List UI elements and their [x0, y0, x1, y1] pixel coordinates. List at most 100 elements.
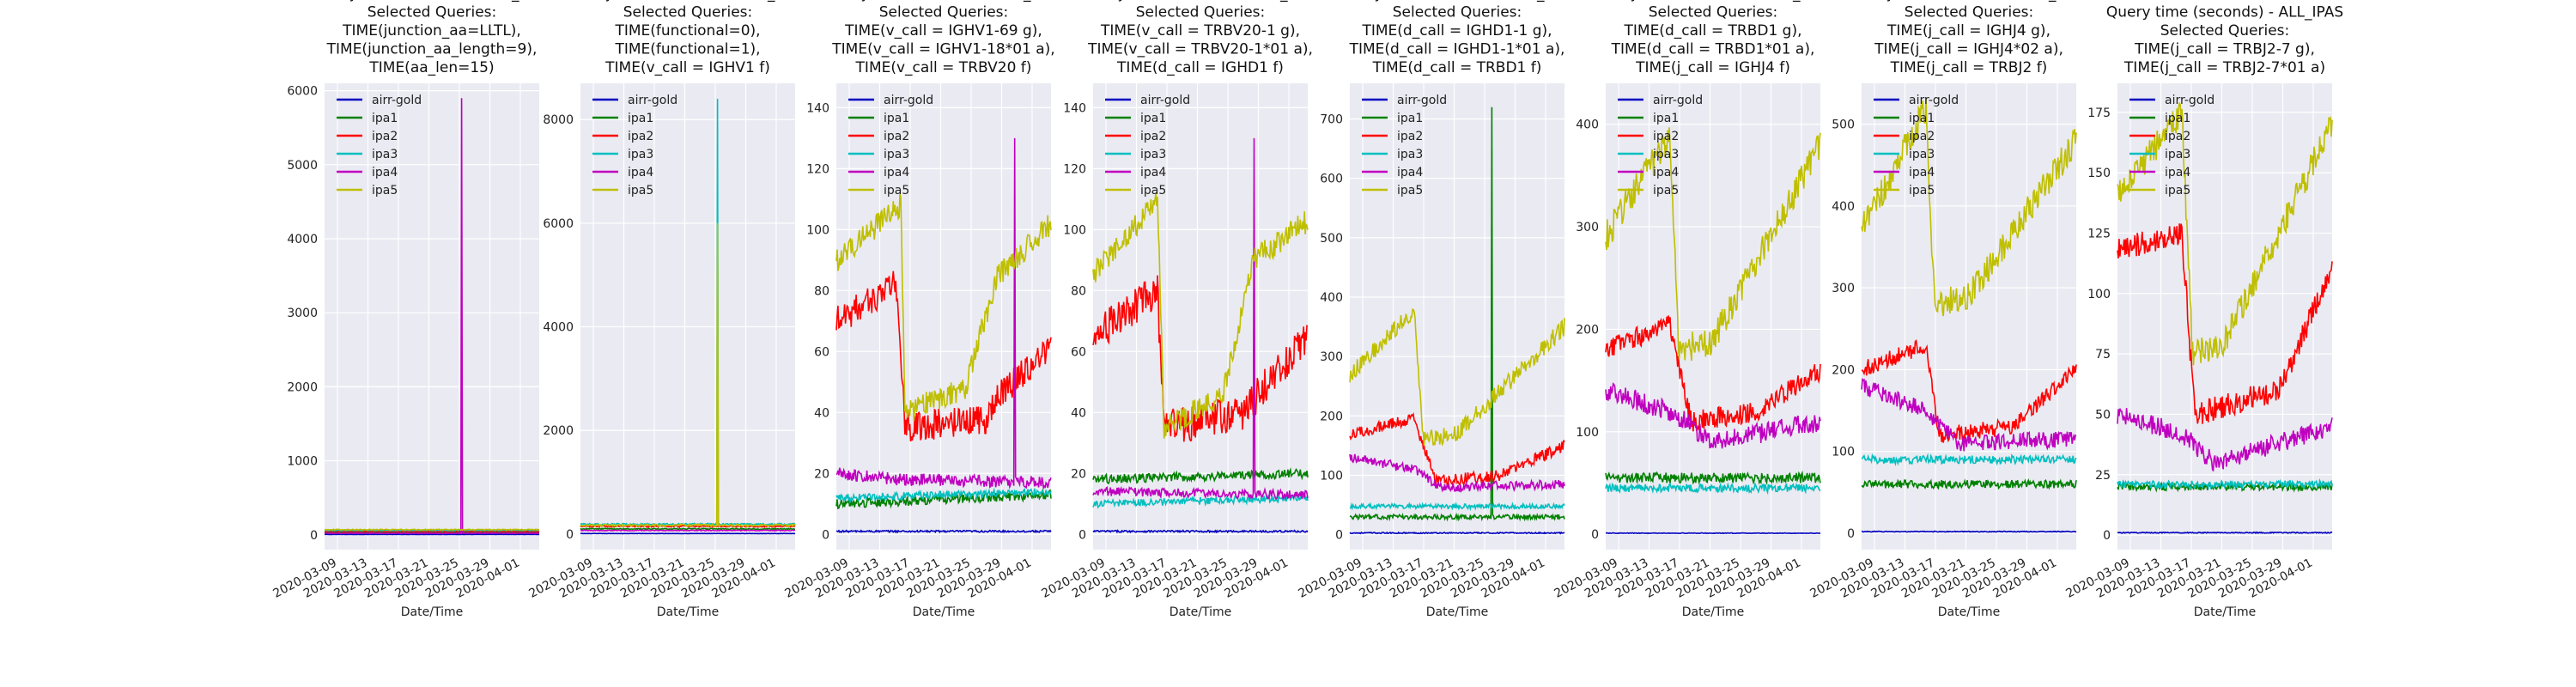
title-line: Selected Queries: [2160, 22, 2289, 40]
title-line: Selected Queries: [879, 4, 1008, 21]
chart-title: Query time (seconds) - ALL_IPASSelected … [1595, 0, 1832, 76]
y-tick-label: 0 [1078, 528, 1086, 542]
x-axis-label: Date/Time [401, 605, 463, 619]
title-line: TIME(j_call = TRBJ2 f) [1890, 59, 2048, 76]
series-line-ipa4 [580, 529, 795, 532]
legend: airr-gold ipa1 ipa2 ipa3 ipa4 ipa5 [1105, 94, 1190, 198]
legend-label-airr-gold: airr-gold [2165, 94, 2215, 107]
series-line-ipa2 [1605, 315, 1821, 432]
y-tick-label: 20 [814, 467, 829, 481]
series-line-airr-gold [1349, 531, 1565, 535]
title-line: TIME(j_call = TRBJ2-7 g), [2134, 41, 2315, 58]
legend: airr-gold ipa1 ipa2 ipa3 ipa4 ipa5 [848, 94, 933, 198]
x-axis-label: Date/Time [1426, 605, 1488, 619]
series-line-ipa4 [324, 98, 540, 535]
y-tick-label: 300 [1576, 221, 1599, 234]
legend-label-ipa4: ipa4 [372, 166, 398, 179]
legend-label-ipa5: ipa5 [628, 184, 653, 198]
y-tick-label: 2000 [543, 424, 574, 438]
y-tick-label: 200 [1576, 323, 1599, 337]
y-tick-label: 200 [1832, 363, 1855, 377]
y-tick-label: 1000 [287, 455, 318, 469]
y-tick-label: 60 [814, 345, 829, 359]
y-tick-label: 100 [1063, 223, 1086, 237]
legend: airr-gold ipa1 ipa2 ipa3 ipa4 ipa5 [1874, 94, 1959, 198]
y-tick-label: 0 [310, 529, 318, 543]
chart-panel-7: 01002003004005002020-03-092020-03-132020… [1808, 0, 2088, 619]
legend-label-ipa1: ipa1 [372, 112, 398, 125]
y-tick-label: 300 [1320, 350, 1343, 364]
y-tick-label: 700 [1320, 113, 1343, 127]
title-line: TIME(v_call = IGHV1 f) [605, 59, 770, 76]
y-tick-label: 60 [1071, 345, 1086, 359]
title-line: Selected Queries: [368, 4, 496, 21]
title-line: TIME(v_call = TRBV20-1*01 a), [1087, 41, 1313, 58]
y-tick-label: 5000 [287, 159, 318, 173]
title-line: TIME(v_call = TRBV20-1 g), [1100, 22, 1300, 40]
legend-label-ipa1: ipa1 [884, 112, 909, 125]
title-line: TIME(d_call = TRBD1 g), [1624, 22, 1802, 40]
series-line-ipa4 [1861, 378, 2077, 452]
legend-label-ipa1: ipa1 [628, 112, 653, 125]
legend-label-airr-gold: airr-gold [1909, 94, 1959, 107]
chart-panel-2: 020004000600080002020-03-092020-03-13202… [527, 0, 807, 619]
y-tick-label: 8000 [543, 113, 574, 127]
chart-title: Query time (seconds) - ALL_IPASSelected … [825, 0, 1062, 76]
legend: airr-gold ipa1 ipa2 ipa3 ipa4 ipa5 [337, 94, 422, 198]
y-tick-label: 0 [1847, 527, 1855, 541]
chart-title: Query time (seconds) - ALL_IPASSelected … [569, 0, 806, 76]
y-tick-label: 0 [1591, 528, 1599, 542]
series-line-ipa5 [835, 193, 1052, 421]
y-tick-label: 100 [1320, 470, 1343, 483]
legend-label-ipa3: ipa3 [1909, 148, 1935, 161]
y-tick-label: 100 [1576, 426, 1599, 440]
series-line-ipa4 [1349, 453, 1565, 494]
series-line-ipa3 [1861, 453, 2077, 466]
legend-label-ipa5: ipa5 [1397, 184, 1423, 198]
legend-label-ipa2: ipa2 [2165, 130, 2190, 143]
title-line: Query time (seconds) - ALL_IPAS [825, 0, 1062, 3]
title-line: TIME(v_call = IGHV1-69 g), [844, 22, 1042, 40]
legend-label-ipa5: ipa5 [1909, 184, 1935, 198]
legend: airr-gold ipa1 ipa2 ipa3 ipa4 ipa5 [1618, 94, 1703, 198]
legend-label-ipa1: ipa1 [1140, 112, 1166, 125]
y-tick-label: 25 [2095, 469, 2111, 483]
legend-label-ipa5: ipa5 [884, 184, 909, 198]
y-tick-label: 100 [806, 223, 829, 237]
title-line: Query time (seconds) - ALL_IPAS [1082, 0, 1319, 3]
y-tick-label: 400 [1320, 291, 1343, 305]
title-line: TIME(d_call = IGHD1-1 g), [1361, 22, 1552, 40]
legend-label-ipa3: ipa3 [372, 148, 398, 161]
y-tick-label: 140 [1063, 101, 1086, 115]
y-tick-label: 3000 [287, 307, 318, 320]
series-line-ipa5 [1092, 192, 1309, 439]
chart-panel-4: 0204060801001201402020-03-092020-03-1320… [1040, 0, 1320, 619]
title-line: Query time (seconds) - ALL_IPAS [1339, 0, 1576, 3]
legend-label-ipa5: ipa5 [2165, 184, 2190, 198]
legend-label-ipa3: ipa3 [1140, 148, 1166, 161]
series-line-ipa2 [2117, 223, 2333, 424]
series-line-ipa1 [835, 488, 1052, 510]
y-tick-label: 2000 [287, 380, 318, 394]
legend-label-ipa2: ipa2 [1397, 130, 1423, 143]
series-line-ipa3 [1605, 482, 1821, 495]
series-line-ipa3 [1092, 493, 1309, 509]
series-line-ipa3 [2117, 477, 2333, 490]
title-line: TIME(j_call = IGHJ4 f) [1635, 59, 1790, 76]
y-tick-label: 0 [822, 528, 829, 542]
title-line: TIME(v_call = IGHV1-18*01 a), [831, 41, 1054, 58]
plot-area [580, 83, 795, 550]
legend-label-ipa4: ipa4 [2165, 166, 2190, 179]
series-line-ipa2 [1349, 412, 1565, 488]
y-tick-label: 6000 [287, 85, 318, 99]
series-line-ipa1 [1349, 106, 1565, 522]
legend-label-ipa1: ipa1 [2165, 112, 2190, 125]
legend-label-ipa5: ipa5 [372, 184, 398, 198]
title-line: TIME(j_call = IGHJ4*02 a), [1874, 41, 2063, 58]
series-line-airr-gold [1605, 532, 1821, 535]
series-line-ipa1 [1861, 477, 2077, 490]
title-line: Query time (seconds) - ALL_IPAS [1595, 0, 1832, 3]
series-line-ipa5 [2117, 101, 2333, 366]
series-line-ipa4 [1092, 137, 1309, 501]
legend-label-ipa2: ipa2 [628, 130, 653, 143]
